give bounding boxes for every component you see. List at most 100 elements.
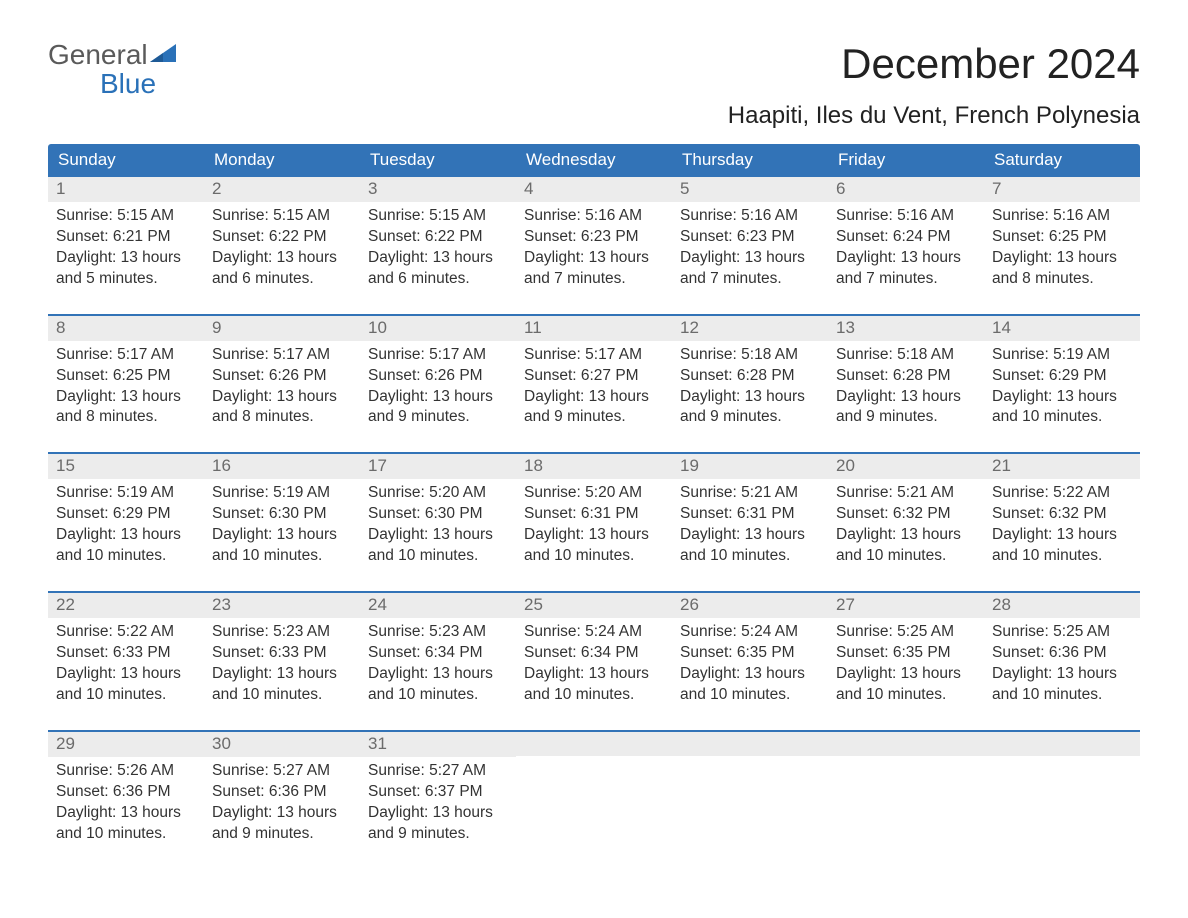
weekday-header: Wednesday: [516, 144, 672, 177]
day-number: 5: [672, 177, 828, 202]
sunrise-text: Sunrise: 5:15 AM: [212, 206, 352, 227]
day-number: 2: [204, 177, 360, 202]
sunset-text: Sunset: 6:37 PM: [368, 782, 508, 803]
daylight-text: Daylight: 13 hours and 10 minutes.: [212, 664, 352, 706]
day-number: 26: [672, 593, 828, 618]
weekday-header: Monday: [204, 144, 360, 177]
sunrise-text: Sunrise: 5:17 AM: [524, 345, 664, 366]
sunset-text: Sunset: 6:27 PM: [524, 366, 664, 387]
sunset-text: Sunset: 6:29 PM: [992, 366, 1132, 387]
sunrise-text: Sunrise: 5:26 AM: [56, 761, 196, 782]
daylight-text: Daylight: 13 hours and 10 minutes.: [992, 664, 1132, 706]
day-number: 30: [204, 732, 360, 757]
sunset-text: Sunset: 6:28 PM: [836, 366, 976, 387]
daylight-text: Daylight: 13 hours and 8 minutes.: [992, 248, 1132, 290]
sunset-text: Sunset: 6:22 PM: [368, 227, 508, 248]
sunset-text: Sunset: 6:23 PM: [680, 227, 820, 248]
sunset-text: Sunset: 6:34 PM: [368, 643, 508, 664]
day-number: 4: [516, 177, 672, 202]
daylight-text: Daylight: 13 hours and 10 minutes.: [212, 525, 352, 567]
sunrise-text: Sunrise: 5:20 AM: [524, 483, 664, 504]
day-number: 13: [828, 316, 984, 341]
calendar: Sunday Monday Tuesday Wednesday Thursday…: [48, 144, 1140, 850]
day-body: Sunrise: 5:20 AMSunset: 6:31 PMDaylight:…: [516, 479, 672, 567]
day-cell: 12Sunrise: 5:18 AMSunset: 6:28 PMDayligh…: [672, 316, 828, 435]
day-number: 12: [672, 316, 828, 341]
daylight-text: Daylight: 13 hours and 9 minutes.: [680, 387, 820, 429]
sunset-text: Sunset: 6:21 PM: [56, 227, 196, 248]
daylight-text: Daylight: 13 hours and 9 minutes.: [368, 387, 508, 429]
daylight-text: Daylight: 13 hours and 8 minutes.: [212, 387, 352, 429]
sunrise-text: Sunrise: 5:18 AM: [836, 345, 976, 366]
day-number: 8: [48, 316, 204, 341]
day-cell: 23Sunrise: 5:23 AMSunset: 6:33 PMDayligh…: [204, 593, 360, 712]
day-number: 24: [360, 593, 516, 618]
day-cell: 24Sunrise: 5:23 AMSunset: 6:34 PMDayligh…: [360, 593, 516, 712]
day-body: Sunrise: 5:19 AMSunset: 6:29 PMDaylight:…: [984, 341, 1140, 429]
sunrise-text: Sunrise: 5:23 AM: [368, 622, 508, 643]
daylight-text: Daylight: 13 hours and 10 minutes.: [56, 525, 196, 567]
sunrise-text: Sunrise: 5:19 AM: [212, 483, 352, 504]
title-block: December 2024 Haapiti, Iles du Vent, Fre…: [728, 40, 1140, 130]
week-row: 22Sunrise: 5:22 AMSunset: 6:33 PMDayligh…: [48, 591, 1140, 712]
location-subtitle: Haapiti, Iles du Vent, French Polynesia: [728, 102, 1140, 130]
day-body: Sunrise: 5:24 AMSunset: 6:34 PMDaylight:…: [516, 618, 672, 706]
weekday-header: Tuesday: [360, 144, 516, 177]
weekday-header: Friday: [828, 144, 984, 177]
day-number: 7: [984, 177, 1140, 202]
day-body: Sunrise: 5:15 AMSunset: 6:21 PMDaylight:…: [48, 202, 204, 290]
day-number: 3: [360, 177, 516, 202]
daylight-text: Daylight: 13 hours and 9 minutes.: [524, 387, 664, 429]
sunset-text: Sunset: 6:36 PM: [212, 782, 352, 803]
day-cell: 5Sunrise: 5:16 AMSunset: 6:23 PMDaylight…: [672, 177, 828, 296]
flag-icon: [150, 44, 176, 62]
empty-day-number: [516, 732, 672, 756]
sunset-text: Sunset: 6:33 PM: [56, 643, 196, 664]
sunset-text: Sunset: 6:26 PM: [212, 366, 352, 387]
brand-text-blue: Blue: [100, 69, 176, 98]
sunset-text: Sunset: 6:25 PM: [992, 227, 1132, 248]
day-cell: 20Sunrise: 5:21 AMSunset: 6:32 PMDayligh…: [828, 454, 984, 573]
day-cell: 2Sunrise: 5:15 AMSunset: 6:22 PMDaylight…: [204, 177, 360, 296]
header-row: General Blue December 2024 Haapiti, Iles…: [48, 40, 1140, 130]
day-cell: 13Sunrise: 5:18 AMSunset: 6:28 PMDayligh…: [828, 316, 984, 435]
day-body: Sunrise: 5:27 AMSunset: 6:36 PMDaylight:…: [204, 757, 360, 845]
sunrise-text: Sunrise: 5:16 AM: [836, 206, 976, 227]
day-body: Sunrise: 5:16 AMSunset: 6:25 PMDaylight:…: [984, 202, 1140, 290]
sunset-text: Sunset: 6:35 PM: [836, 643, 976, 664]
day-cell: 6Sunrise: 5:16 AMSunset: 6:24 PMDaylight…: [828, 177, 984, 296]
day-cell: 21Sunrise: 5:22 AMSunset: 6:32 PMDayligh…: [984, 454, 1140, 573]
weekday-header: Thursday: [672, 144, 828, 177]
day-body: Sunrise: 5:18 AMSunset: 6:28 PMDaylight:…: [672, 341, 828, 429]
sunrise-text: Sunrise: 5:15 AM: [56, 206, 196, 227]
sunset-text: Sunset: 6:26 PM: [368, 366, 508, 387]
daylight-text: Daylight: 13 hours and 10 minutes.: [680, 525, 820, 567]
sunrise-text: Sunrise: 5:21 AM: [680, 483, 820, 504]
brand-top-line: General: [48, 40, 176, 69]
sunset-text: Sunset: 6:33 PM: [212, 643, 352, 664]
empty-day-number: [828, 732, 984, 756]
sunrise-text: Sunrise: 5:27 AM: [368, 761, 508, 782]
day-cell: 26Sunrise: 5:24 AMSunset: 6:35 PMDayligh…: [672, 593, 828, 712]
day-body: Sunrise: 5:22 AMSunset: 6:32 PMDaylight:…: [984, 479, 1140, 567]
day-cell: 4Sunrise: 5:16 AMSunset: 6:23 PMDaylight…: [516, 177, 672, 296]
sunrise-text: Sunrise: 5:19 AM: [992, 345, 1132, 366]
daylight-text: Daylight: 13 hours and 7 minutes.: [680, 248, 820, 290]
day-cell: 3Sunrise: 5:15 AMSunset: 6:22 PMDaylight…: [360, 177, 516, 296]
sunset-text: Sunset: 6:34 PM: [524, 643, 664, 664]
day-number: 20: [828, 454, 984, 479]
day-number: 17: [360, 454, 516, 479]
day-body: Sunrise: 5:24 AMSunset: 6:35 PMDaylight:…: [672, 618, 828, 706]
week-row: 1Sunrise: 5:15 AMSunset: 6:21 PMDaylight…: [48, 177, 1140, 296]
daylight-text: Daylight: 13 hours and 5 minutes.: [56, 248, 196, 290]
week-row: 29Sunrise: 5:26 AMSunset: 6:36 PMDayligh…: [48, 730, 1140, 851]
sunrise-text: Sunrise: 5:25 AM: [836, 622, 976, 643]
day-number: 19: [672, 454, 828, 479]
sunrise-text: Sunrise: 5:17 AM: [212, 345, 352, 366]
day-cell: 22Sunrise: 5:22 AMSunset: 6:33 PMDayligh…: [48, 593, 204, 712]
day-number: 16: [204, 454, 360, 479]
day-number: 29: [48, 732, 204, 757]
daylight-text: Daylight: 13 hours and 10 minutes.: [368, 525, 508, 567]
daylight-text: Daylight: 13 hours and 10 minutes.: [836, 664, 976, 706]
daylight-text: Daylight: 13 hours and 7 minutes.: [836, 248, 976, 290]
